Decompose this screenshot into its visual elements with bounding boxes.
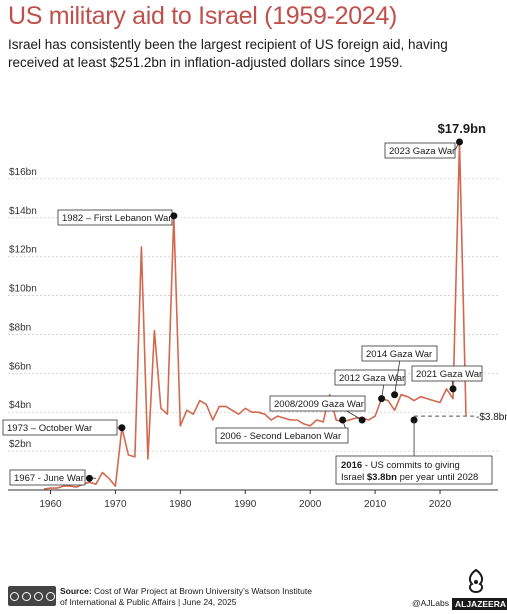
annotation-label: 2012 Gaza War (339, 373, 405, 384)
axis-group: $2bn $4bn $6bn $8bn $10bn $12bn $14bn $16bn 1960… (8, 167, 498, 510)
annotation-leader (394, 358, 401, 395)
x-tick-label: 2000 (299, 499, 322, 510)
annotation-label: 2023 Gaza War (389, 146, 455, 157)
aid-line (43, 141, 467, 490)
source-line-1: Cost of War Project at Brown University’… (91, 586, 312, 596)
line-chart: -$3.8bn 1967 - June War 1973 – October Wa… (2, 121, 507, 510)
annotation-box (215, 427, 349, 444)
annotation-box (361, 345, 438, 362)
annotation-dot (378, 395, 386, 403)
annotation-label: 2014 Gaza War (366, 349, 432, 360)
y-tick-label: $4bn (9, 400, 31, 411)
annotation-dot (449, 385, 457, 393)
annotation-dot (358, 416, 366, 424)
note-2016-amount: $3.8bn (367, 472, 397, 483)
annotation-dot (85, 474, 93, 482)
annotation-dot (456, 138, 464, 146)
annotation-label: 1973 – October War (7, 423, 92, 434)
annotation-box (2, 419, 118, 436)
note-2016-text-a: - US commits to giving (362, 460, 460, 471)
annotation-box (384, 142, 456, 159)
annotation-label: 2006 - Second Lebanon War (220, 431, 341, 442)
note-2016-line-2: Israel $3.8bn per year until 2028 (341, 472, 478, 483)
y-tick-label: $10bn (9, 284, 37, 295)
annotation-box (9, 469, 86, 486)
y-tick-label: $14bn (9, 206, 37, 217)
x-tick-label: 1980 (169, 499, 192, 510)
note-2016-text-c: per year until 2028 (397, 472, 478, 483)
annotation-dot (391, 391, 399, 399)
reference-line: -$3.8bn (414, 412, 507, 423)
annotation-dot (118, 424, 126, 432)
aljazeera-logo-icon (468, 568, 484, 594)
annotation-box (269, 395, 366, 412)
reference-line-label: -$3.8bn (476, 412, 507, 423)
page-title: US military aid to Israel (1959-2024) (8, 2, 398, 30)
y-tick-label: $2bn (9, 439, 31, 450)
x-tick-label: 1960 (39, 499, 62, 510)
note-2016-line-1: 2016 - US commits to giving (341, 460, 460, 471)
x-tick-label: 2010 (364, 499, 387, 510)
note-2016-text-b: Israel (341, 472, 367, 483)
annotation-label: 2021 Gaza War (416, 369, 482, 380)
x-tick-label: 1970 (104, 499, 127, 510)
series-group (43, 141, 467, 490)
annotation-label: 1967 - June War (14, 473, 84, 484)
y-tick-label: $8bn (9, 322, 31, 333)
source-line-2: of International & Public Affairs | June… (60, 597, 237, 607)
brand-name: ALJAZEERA (452, 598, 507, 610)
annotation-dot (339, 416, 347, 424)
y-tick-label: $12bn (9, 245, 37, 256)
annotation-box (335, 455, 493, 485)
x-tick-label: 2020 (429, 499, 452, 510)
annotation-label: 2008/2009 Gaza War (274, 399, 364, 410)
x-tick-label: 1990 (234, 499, 257, 510)
page-subtitle: Israel has consistently been the largest… (8, 37, 448, 70)
annotation-box (411, 365, 483, 382)
annotation-box (334, 369, 406, 386)
creative-commons-icon (8, 586, 56, 606)
source-note: Source: Cost of War Project at Brown Uni… (60, 586, 390, 608)
note-2016-year: 2016 (341, 460, 362, 471)
credit-text: @AJLabs (412, 598, 449, 608)
annotation-group: 1967 - June War 1973 – October War 1982 – … (2, 121, 493, 486)
annotation-label: 1982 – First Lebanon War (62, 213, 172, 224)
annotation-dot (170, 212, 178, 220)
peak-value-label: $17.9bn (438, 121, 486, 136)
y-tick-label: $16bn (9, 167, 37, 178)
y-tick-label: $6bn (9, 361, 31, 372)
source-label: Source: (60, 586, 92, 596)
